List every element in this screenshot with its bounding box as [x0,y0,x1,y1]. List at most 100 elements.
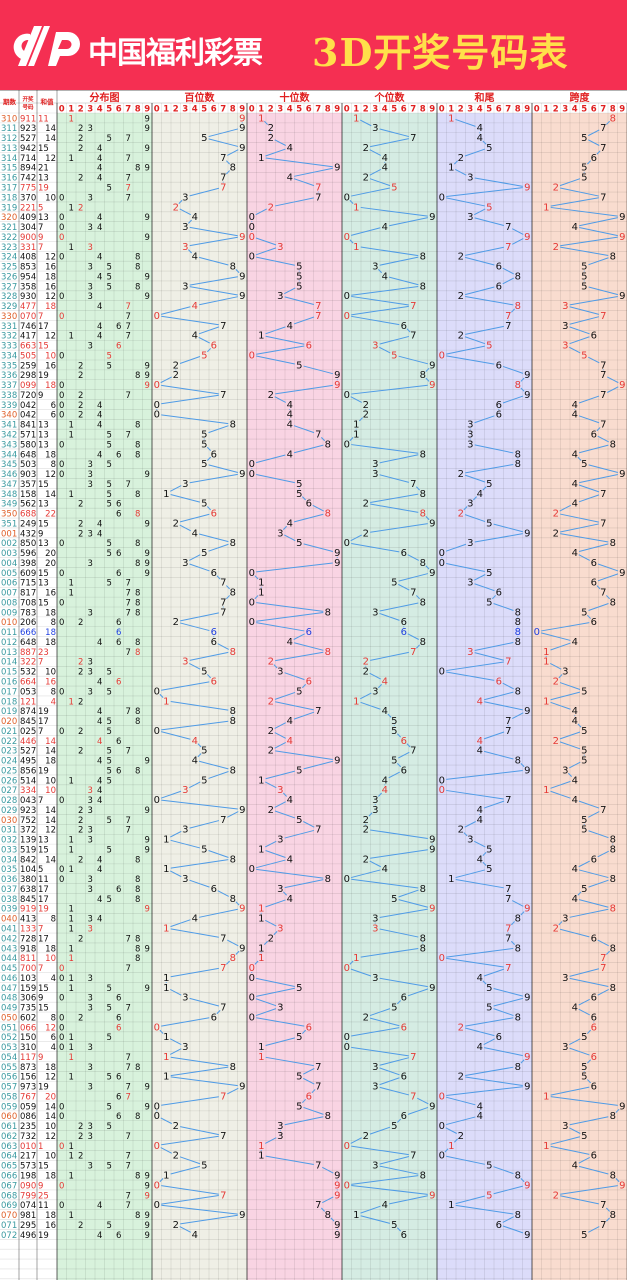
trend-line [189,651,229,661]
table-row: 049 735 15 3 5 7 7 3 5 5 4 [1,1003,578,1014]
sum-cell: 8 [51,1013,56,1023]
hundreds-digit: 7 [220,153,226,164]
dist-digit: 7 [126,648,131,658]
trend-line [189,276,238,286]
dist-digit: 0 [59,865,64,875]
sum-tail-digit: 8 [515,449,521,460]
dist-digit: 1 [69,905,74,915]
sum-cell: 12 [45,1073,56,1083]
table-row: 022 446 14 4 6 4 4 6 4 2 [1,736,559,747]
digit-header: 6 [116,105,122,115]
table-row: 048 306 9 0 3 6 3 0 6 9 6 [1,993,597,1004]
period-cell: 054 [1,1053,17,1063]
tens-digit: 4 [287,143,293,154]
tens-digit: 8 [325,874,331,885]
period-cell: 023 [1,747,17,757]
units-digit: 2 [363,499,369,510]
period-cell: 347 [1,480,17,490]
period-cell: 043 [1,944,17,954]
units-digit: 0 [344,192,350,203]
trend-line [170,1066,229,1077]
units-digit: 2 [363,143,369,154]
span-digit: 7 [600,953,606,964]
table-row: 041 133 7 1 3 1 3 3 7 2 [1,924,559,935]
dist-digit: 5 [107,727,112,737]
trend-line [188,219,192,224]
sum-cell: 12 [45,292,56,302]
table-row: 027 334 10 3 4 3 3 4 0 1 [1,785,549,796]
hundreds-digit: 7 [220,183,226,194]
trend-line [303,1106,324,1115]
trend-line [189,563,210,572]
dist-digit: 8 [135,638,140,648]
sum-cell: 7 [38,658,43,668]
period-cell: 322 [1,233,17,243]
units-digit: 8 [420,933,426,944]
units-digit: 4 [382,785,388,796]
table-row: 068 799 25 7 9 7 9 9 5 2 [1,1190,559,1201]
period-header: 期数 [3,97,17,106]
sum-tail-digit: 0 [439,1091,445,1102]
sum-cell: 13 [38,836,49,846]
trend-line [197,753,202,758]
sum-tail-digit: 7 [505,884,511,895]
dist-digit: 7 [126,184,131,194]
sum-cell: 18 [45,381,56,391]
number-cell: 942 [20,144,36,154]
number-cell: 666 [20,628,36,638]
hundreds-digit: 6 [211,677,217,688]
trend-line [474,177,523,187]
trend-line [465,246,504,256]
span-digit: 4 [572,400,578,411]
number-cell: 708 [20,598,36,608]
number-cell: 159 [20,984,36,994]
trend-line [303,760,334,770]
sum-tail-digit: 6 [496,360,502,371]
dist-digit: 0 [59,1013,64,1023]
units-digit: 9 [429,983,435,994]
trend-line [569,908,609,918]
period-cell: 313 [1,144,17,154]
trend-line [370,829,428,840]
hundreds-digit: 8 [230,538,236,549]
trend-line [198,256,229,266]
span-digit: 3 [562,1121,568,1132]
sum-cell: 15 [38,519,49,529]
period-cell: 035 [1,865,17,875]
trend-line [293,513,324,523]
trend-line [160,306,191,315]
trend-line [351,384,428,395]
sum-cell: 19 [38,1231,49,1241]
digit-header: 7 [220,105,226,115]
trend-line [483,691,514,701]
sum-cell: 18 [45,1063,56,1073]
number-cell: 310 [20,1043,36,1053]
period-cell: 317 [1,184,17,194]
trend-line [464,336,486,345]
table-row: 336 298 19 2 8 9 2 9 8 9 7 [1,370,606,381]
trend-line [578,484,600,493]
trend-line [189,662,201,670]
hundreds-digit: 7 [220,578,226,589]
trend-line [303,821,315,828]
span-digit: 6 [591,993,597,1004]
sum-tail-digit: 7 [505,242,511,253]
trend-line [351,295,409,306]
sum-tail-digit: 2 [458,509,464,520]
tens-digit: 1 [258,1151,264,1162]
number-cell: 735 [20,1004,36,1014]
sum-tail-digit: 8 [515,943,521,954]
span-digit: 7 [600,192,606,203]
units-digit: 5 [391,1121,397,1132]
span-digit: 7 [600,518,606,529]
trend-line [474,444,514,454]
table-row: 035 104 5 0 1 4 1 0 4 5 4 [1,864,578,875]
dist-digit: 4 [97,638,102,648]
tens-digit: 3 [277,667,283,678]
dist-digit: 7 [126,1132,131,1142]
trend-line [425,377,430,382]
trend-line [179,1156,201,1165]
trend-line [465,296,514,306]
trend-line [615,1177,620,1183]
table-row: 328 930 12 0 3 9 9 3 0 2 9 [1,291,625,302]
